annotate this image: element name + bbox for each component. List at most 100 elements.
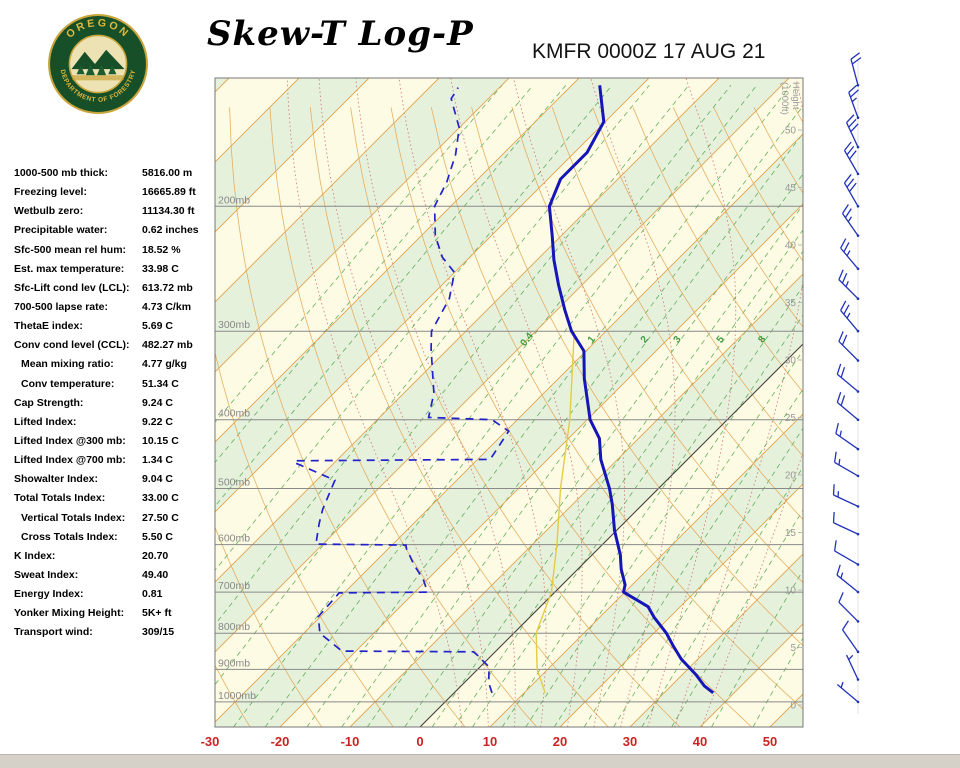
wind-barb-full: [836, 363, 842, 375]
wind-barb-full: [836, 564, 841, 576]
mixing-ratio-label: 8: [756, 334, 768, 346]
logo-ground: [72, 75, 124, 81]
pressure-label: 500mb: [218, 476, 250, 488]
dry-adiabat: [430, 107, 803, 710]
pressure-label: 600mb: [218, 533, 250, 545]
wind-barb-half: [848, 654, 854, 661]
wind-barb-full: [850, 89, 859, 98]
mixing-ratio-label: 1: [586, 334, 598, 346]
index-label: 1000-500 mb thick:: [14, 167, 108, 179]
index-row: Yonker Mixing Height: 5K+ ft: [14, 604, 220, 623]
wind-barb: [836, 391, 860, 422]
isotherm: [489, 413, 803, 727]
index-label: Sfc-Lift cond lev (LCL):: [14, 281, 130, 294]
temp-tick-label: -20: [271, 734, 290, 749]
wind-barb: [833, 451, 860, 478]
height-axis-subtitle: (1000ft): [779, 82, 790, 115]
index-value: 309/15: [142, 626, 175, 639]
moist-adiabat: [513, 78, 625, 727]
temp-tick-label: 50: [763, 734, 777, 749]
wind-barb-half: [847, 216, 853, 223]
mixing-ratio-label: 2: [639, 334, 651, 346]
mixing-ratio-line: [525, 314, 803, 727]
index-row: Sfc-500 mean rel hum: 18.52 %: [14, 241, 220, 260]
wind-barb: [850, 52, 862, 87]
height-tick-label: 35: [785, 298, 797, 309]
isotherm-band: [215, 78, 229, 92]
odf-logo-svg: OREGON DEPARTMENT OF FORESTRY: [48, 14, 148, 114]
index-value: 9.22 C: [142, 415, 173, 428]
isotherm-band: [0, 78, 89, 727]
index-label: Total Totals Index:: [14, 492, 106, 505]
wind-barb-full: [848, 84, 858, 93]
wind-barb-staff: [836, 574, 859, 593]
wind-barb: [838, 269, 860, 301]
isotherm: [629, 553, 803, 727]
dry-adiabat: [511, 107, 803, 584]
wind-barb-staff: [833, 494, 859, 507]
index-value: 20.70: [142, 549, 169, 562]
logo-trees-icon: [76, 64, 117, 76]
index-value: 4.77 g/kg: [142, 358, 187, 371]
wind-barb-full: [840, 395, 846, 406]
wind-barb-full: [848, 182, 857, 192]
wind-barb-staff: [838, 601, 859, 622]
index-label: Showalter Index:: [14, 473, 99, 486]
wind-barb-full: [844, 208, 852, 218]
wind-barb: [836, 681, 860, 704]
wind-barb-full: [851, 57, 862, 65]
dry-adiabat: [350, 107, 681, 727]
index-row: K Index: 20.70: [14, 547, 220, 566]
moist-adiabat: [647, 78, 737, 727]
height-tick-label: 0: [790, 701, 796, 712]
isotherm: [215, 78, 790, 653]
index-label: Cap Strength:: [14, 396, 84, 409]
temp-tick-label: 0: [416, 734, 423, 749]
pressure-label: 1000mb: [218, 690, 256, 702]
pressure-label: 800mb: [218, 621, 250, 633]
wind-barb-full: [832, 484, 835, 496]
wind-barb-staff: [836, 373, 859, 393]
isotherm: [215, 78, 230, 93]
wind-barb: [832, 484, 860, 508]
mixing-ratio-line: [215, 85, 613, 571]
page-title: Skew-T Log-P: [207, 14, 474, 54]
wind-barb-staff: [843, 182, 859, 207]
dry-adiabat: [59, 107, 179, 727]
index-label: Conv temperature:: [21, 377, 115, 390]
wind-barb-staff: [836, 401, 859, 421]
moist-adiabat: [590, 78, 676, 727]
index-value: 16665.89 ft: [142, 186, 196, 199]
moist-adiabat: [450, 78, 583, 727]
isotherm: [215, 78, 510, 373]
index-value: 9.24 C: [142, 396, 173, 409]
index-label: Est. max temperature:: [14, 262, 125, 275]
dry-adiabat: [215, 526, 323, 727]
index-value: 0.62 inches: [142, 224, 199, 237]
index-row: Conv temperature: 51.34 C: [14, 375, 220, 394]
dry-adiabat: [471, 107, 803, 647]
wind-barb: [835, 422, 860, 451]
index-row: Energy Index: 0.81: [14, 585, 220, 604]
mixing-ratio-line: [501, 285, 803, 727]
wind-barb-full: [838, 269, 844, 280]
wind-barb-full: [836, 391, 842, 403]
index-label: K Index:: [14, 549, 56, 562]
index-row: Lifted Index: 9.22 C: [14, 413, 220, 432]
wind-barb: [841, 204, 860, 237]
wind-barb-half: [839, 430, 842, 437]
pressure-label: 900mb: [218, 657, 250, 669]
wind-barb-full: [848, 118, 857, 128]
index-value: 10.15 C: [142, 434, 179, 447]
index-row: Transport wind: 309/15: [14, 623, 220, 642]
height-tick-label: 5: [790, 643, 796, 654]
mixing-ratio-line: [215, 85, 503, 423]
index-row: Freezing level: 16665.89 ft: [14, 183, 220, 202]
dry-adiabat: [835, 107, 960, 727]
mixing-ratio-line: [306, 85, 792, 727]
wind-barb-staff: [843, 150, 859, 175]
mixing-ratio-line: [613, 427, 803, 727]
index-label: ThetaE index:: [14, 320, 83, 333]
wind-barb-staff: [835, 433, 859, 450]
index-value: 482.27 mb: [142, 339, 193, 352]
